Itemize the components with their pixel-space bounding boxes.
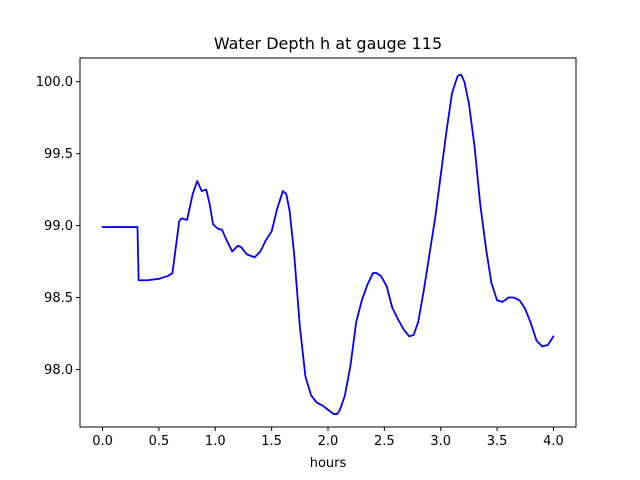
x-tick-label: 1.5: [261, 434, 282, 449]
x-axis: 0.0 0.5 1.0 1.5 2.0 2.5 3.0 3.5 4.0: [92, 427, 564, 449]
x-tick-label: 2.0: [318, 434, 339, 449]
x-tick-label: 0.0: [92, 434, 113, 449]
y-tick-label: 98.5: [44, 291, 73, 306]
y-axis: 98.0 98.5 99.0 99.5 100.0: [36, 75, 80, 378]
x-tick-label: 4.0: [543, 434, 564, 449]
x-tick-label: 1.0: [205, 434, 226, 449]
plot-area: [101, 73, 555, 415]
chart-title: Water Depth h at gauge 115: [214, 34, 442, 53]
y-tick-label: 99.5: [44, 147, 73, 162]
x-tick-label: 0.5: [149, 434, 170, 449]
x-tick-label: 3.5: [487, 434, 508, 449]
x-axis-label: hours: [310, 456, 347, 471]
x-tick-label: 2.5: [374, 434, 395, 449]
axes-frame: [79, 57, 577, 428]
y-tick-label: 98.0: [44, 363, 73, 378]
x-tick-label: 3.0: [430, 434, 451, 449]
y-tick-label: 100.0: [36, 75, 73, 90]
series-line: [101, 73, 555, 415]
y-tick-label: 99.0: [44, 219, 73, 234]
